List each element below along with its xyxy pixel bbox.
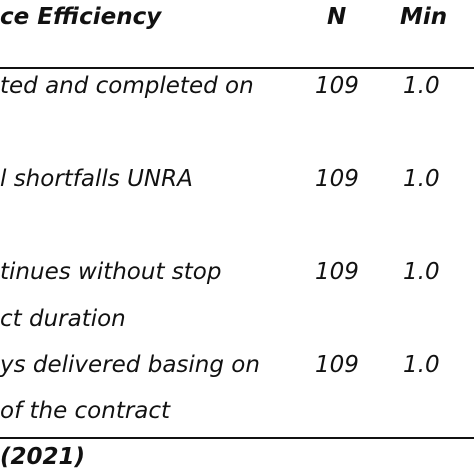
row-min: 1.0 [403, 73, 440, 99]
row-label: l shortfalls UNRA [0, 166, 193, 192]
header-rule [0, 67, 474, 69]
header-efficiency: ce Efficiency [0, 4, 162, 30]
bottom-rule [0, 437, 474, 439]
row-label: ys delivered basing on [0, 352, 260, 378]
row-label: tinues without stop [0, 259, 222, 285]
row-min: 1.0 [403, 352, 440, 378]
row-min: 1.0 [403, 166, 440, 192]
row-n: 109 [315, 259, 359, 285]
row-label-continued: of the contract [0, 398, 171, 424]
row-n: 109 [315, 352, 359, 378]
row-min: 1.0 [403, 259, 440, 285]
header-n: N [327, 4, 347, 30]
header-min: Min [400, 4, 448, 30]
row-label: ted and completed on [0, 73, 254, 99]
row-n: 109 [315, 166, 359, 192]
row-n: 109 [315, 73, 359, 99]
table-source: (2021) [0, 444, 86, 470]
row-label-continued: ct duration [0, 306, 126, 332]
